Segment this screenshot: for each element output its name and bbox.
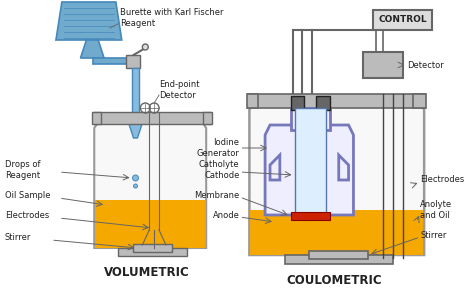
Text: Iodine
Generator: Iodine Generator: [197, 138, 239, 158]
Polygon shape: [93, 58, 137, 64]
Polygon shape: [247, 94, 258, 108]
Polygon shape: [291, 108, 330, 130]
Polygon shape: [291, 212, 330, 220]
Polygon shape: [93, 112, 211, 124]
Text: Electrodes: Electrodes: [5, 211, 49, 220]
Text: Catholyte
Cathode: Catholyte Cathode: [199, 160, 239, 180]
Text: Detector: Detector: [408, 60, 444, 69]
Circle shape: [133, 175, 138, 181]
Text: End-point
Detector: End-point Detector: [159, 80, 200, 100]
Text: Burette with Karl Fischer
Reagent: Burette with Karl Fischer Reagent: [120, 8, 223, 28]
Polygon shape: [128, 120, 143, 138]
Circle shape: [134, 184, 137, 188]
Polygon shape: [118, 248, 187, 256]
Text: VOLUMETRIC: VOLUMETRIC: [104, 265, 190, 278]
Text: Stirrer: Stirrer: [5, 233, 31, 243]
Text: CONTROL: CONTROL: [378, 15, 427, 24]
Text: Membrane: Membrane: [194, 191, 239, 200]
Polygon shape: [270, 155, 280, 180]
Polygon shape: [265, 125, 354, 215]
Polygon shape: [250, 210, 423, 255]
Polygon shape: [56, 2, 122, 40]
Text: Stirrer: Stirrer: [420, 230, 447, 239]
Text: Drops of
Reagent: Drops of Reagent: [5, 160, 40, 180]
Polygon shape: [81, 40, 104, 58]
Circle shape: [142, 44, 148, 50]
Bar: [291, 96, 304, 110]
Polygon shape: [133, 244, 172, 252]
Text: Anolyte
and Oil: Anolyte and Oil: [420, 200, 452, 220]
Polygon shape: [285, 255, 393, 264]
Polygon shape: [95, 200, 205, 248]
Bar: [316, 96, 330, 110]
Text: COULOMETRIC: COULOMETRIC: [286, 274, 382, 287]
Polygon shape: [132, 68, 139, 120]
Text: Oil Sample: Oil Sample: [5, 191, 50, 201]
Polygon shape: [339, 155, 348, 180]
Polygon shape: [294, 108, 326, 215]
Text: Electrodes: Electrodes: [420, 175, 465, 185]
Polygon shape: [373, 10, 432, 30]
Polygon shape: [203, 112, 212, 124]
Polygon shape: [413, 94, 426, 108]
Polygon shape: [363, 52, 402, 78]
Text: Anode: Anode: [213, 210, 239, 220]
Polygon shape: [94, 118, 206, 248]
Polygon shape: [126, 55, 140, 68]
Polygon shape: [249, 100, 424, 255]
Polygon shape: [248, 94, 425, 108]
Polygon shape: [92, 112, 101, 124]
Polygon shape: [309, 251, 368, 259]
